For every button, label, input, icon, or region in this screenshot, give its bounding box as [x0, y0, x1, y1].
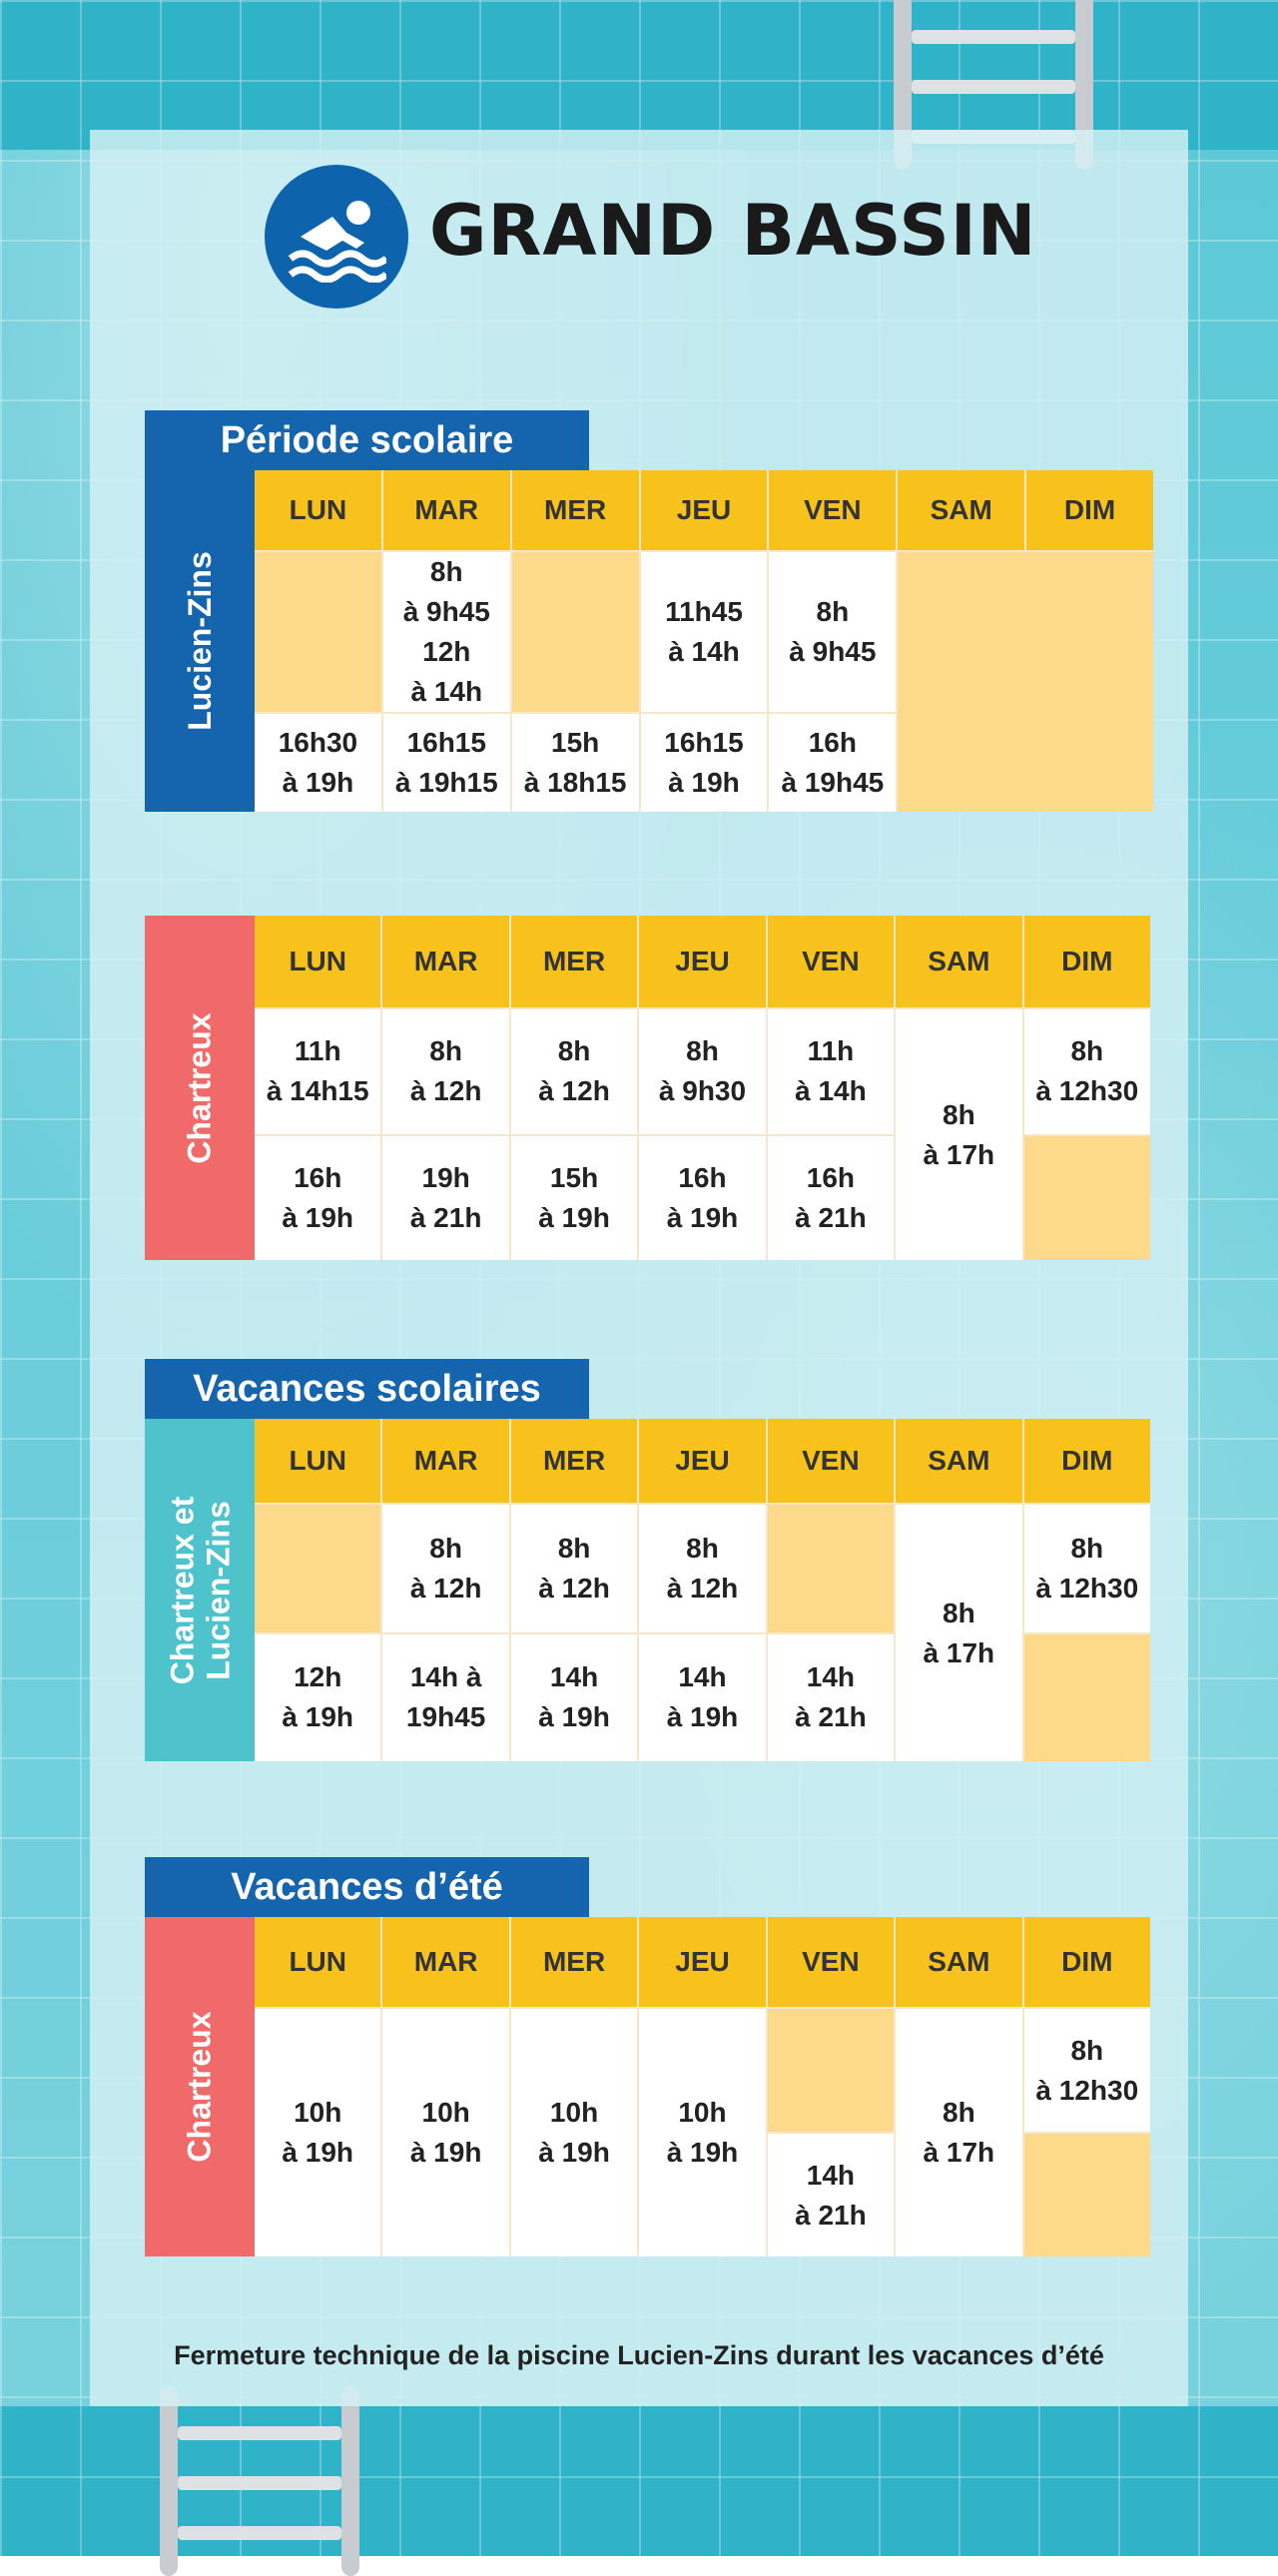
time-slot: 16h15 à 19h15	[382, 714, 510, 812]
time-slot: 16h à 19h	[255, 1135, 381, 1260]
day-header: MAR	[382, 1917, 509, 2007]
day-header: DIM	[1026, 470, 1153, 550]
day-header: MER	[510, 1917, 638, 2007]
time-slot: 14h à 19h	[639, 1633, 766, 1761]
time-slot: 16h15 à 19h	[640, 714, 768, 812]
day-header: LUN	[255, 1917, 381, 2007]
time-slot: 8h à 12h	[382, 1505, 509, 1632]
closed-slot	[1023, 1135, 1150, 1260]
time-slot: 11h à 14h	[767, 1009, 895, 1134]
time-slot: 10h à 19h	[255, 2009, 381, 2256]
section-label-periode-scolaire: Période scolaire	[145, 410, 589, 470]
time-slot: 8h à 12h	[382, 1009, 509, 1134]
venue-tab-chartreux-ete: Chartreux	[145, 1917, 255, 2256]
schedule-table-periode-lucien-zins: LUN MAR MER JEU VEN SAM DIM 8h à 9h45 12h à…	[255, 470, 1153, 812]
day-header: MER	[511, 470, 639, 550]
pool-edge-top	[0, 0, 1278, 150]
time-slot: 16h à 21h	[767, 1135, 895, 1260]
time-slot: 8h à 9h30	[639, 1009, 766, 1134]
closed-slot	[255, 1505, 381, 1632]
day-header: VEN	[769, 470, 897, 550]
swimmer-icon	[265, 165, 408, 309]
day-header: MAR	[382, 470, 510, 550]
schedule-table-vacances-scolaires: LUN MAR MER JEU VEN SAM DIM 8h à 12h 8h à …	[255, 1419, 1150, 1761]
day-header: LUN	[255, 1419, 381, 1503]
day-header: JEU	[639, 916, 766, 1007]
closed-slot	[767, 2009, 895, 2132]
time-slot: 14h à 21h	[767, 2134, 895, 2256]
closed-slot	[1023, 2134, 1150, 2256]
day-header: JEU	[639, 1419, 766, 1503]
time-slot: 12h à 19h	[255, 1633, 381, 1761]
time-slot: 19h à 21h	[382, 1135, 509, 1260]
day-header: LUN	[255, 916, 381, 1007]
time-slot-sunday: 8h à 12h30	[1023, 2009, 1150, 2132]
time-slot: 10h à 19h	[510, 2009, 638, 2256]
time-slot: 16h30 à 19h	[255, 714, 381, 812]
time-slot: 14h à 19h	[510, 1633, 638, 1761]
schedule-table-vacances-ete: LUN MAR MER JEU VEN SAM DIM 10h à 19h 10h…	[255, 1917, 1150, 2256]
day-header: MER	[510, 1419, 638, 1503]
time-slot: 15h à 18h15	[511, 714, 639, 812]
time-slot-saturday: 8h à 17h	[896, 1505, 1022, 1761]
day-header: SAM	[896, 1917, 1022, 2007]
closed-slot	[255, 552, 381, 712]
day-header: VEN	[767, 916, 895, 1007]
time-slot: 11h45 à 14h	[640, 552, 768, 712]
day-header: JEU	[639, 1917, 766, 2007]
time-slot: 14h à 19h45	[382, 1633, 509, 1761]
time-slot: 11h à 14h15	[255, 1009, 381, 1134]
closed-slot	[1023, 1633, 1150, 1761]
time-slot: 8h à 9h45 12h à 14h	[382, 552, 510, 712]
time-slot: 16h à 19h45	[769, 714, 897, 812]
closed-slot-weekend	[898, 552, 1153, 812]
day-header: SAM	[898, 470, 1025, 550]
page-title: GRAND BASSIN	[429, 190, 1037, 272]
time-slot: 10h à 19h	[382, 2009, 509, 2256]
time-slot: 10h à 19h	[639, 2009, 766, 2256]
time-slot-saturday: 8h à 17h	[896, 2009, 1022, 2256]
closed-slot	[767, 1505, 895, 1632]
time-slot: 14h à 21h	[767, 1633, 895, 1761]
venue-tab-lucien-zins: Lucien-Zins	[145, 470, 255, 812]
section-label-vacances-ete: Vacances d’été	[145, 1857, 589, 1917]
time-slot: 15h à 19h	[510, 1135, 638, 1260]
day-header: MAR	[382, 1419, 509, 1503]
day-header: MER	[510, 916, 638, 1007]
section-label-vacances-scolaires: Vacances scolaires	[145, 1359, 589, 1419]
day-header: VEN	[767, 1419, 895, 1503]
schedule-table-periode-chartreux: LUN MAR MER JEU VEN SAM DIM 11h à 14h15 8…	[255, 916, 1150, 1260]
pool-ladder-bottom	[160, 2386, 359, 2576]
time-slot: 8h à 12h	[510, 1505, 638, 1632]
day-header: SAM	[896, 916, 1022, 1007]
day-header: SAM	[896, 1419, 1022, 1503]
day-header: DIM	[1023, 1419, 1150, 1503]
day-header: JEU	[640, 470, 768, 550]
day-header: LUN	[255, 470, 381, 550]
time-slot: 8h à 12h	[510, 1009, 638, 1134]
venue-tab-chartreux-lucien-zins: Chartreux et Lucien-Zins	[145, 1419, 255, 1761]
time-slot-sunday: 8h à 12h30	[1023, 1505, 1150, 1632]
time-slot: 8h à 9h45	[769, 552, 897, 712]
venue-tab-chartreux: Chartreux	[145, 916, 255, 1260]
time-slot: 8h à 12h	[639, 1505, 766, 1632]
day-header: DIM	[1023, 1917, 1150, 2007]
day-header: MAR	[382, 916, 509, 1007]
day-header: VEN	[767, 1917, 895, 2007]
footnote: Fermeture technique de la piscine Lucien…	[174, 2340, 1104, 2370]
page-header: GRAND BASSIN	[265, 160, 1035, 310]
time-slot-sunday: 8h à 12h30	[1023, 1009, 1150, 1134]
time-slot: 16h à 19h	[639, 1135, 766, 1260]
time-slot-saturday: 8h à 17h	[896, 1009, 1022, 1260]
closed-slot	[511, 552, 639, 712]
day-header: DIM	[1023, 916, 1150, 1007]
